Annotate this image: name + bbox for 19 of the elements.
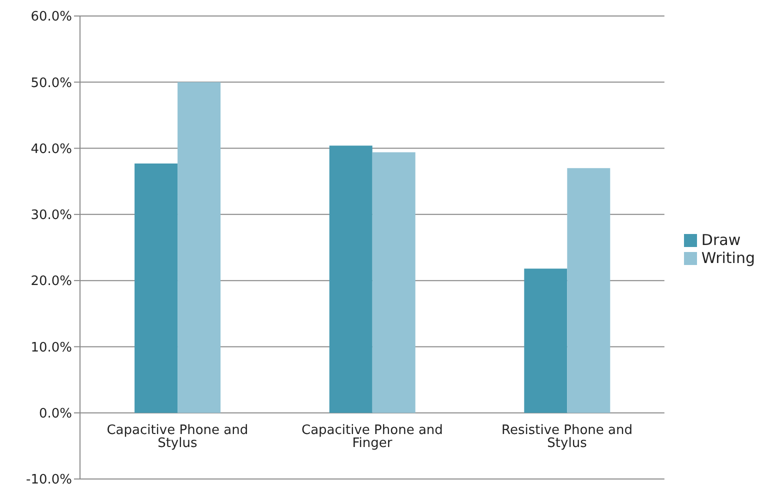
y-tick-label: 20.0% (30, 274, 72, 290)
bar (567, 168, 610, 413)
x-tick-label: Capacitive Phone and Stylus (106, 423, 248, 452)
y-tick-label: 30.0% (30, 208, 72, 224)
x-tick-label: Resistive Phone and Stylus (502, 423, 633, 452)
bar (329, 146, 372, 413)
legend-label: Writing (701, 248, 755, 266)
bar (524, 268, 568, 413)
y-tick-label: 10.0% (30, 340, 72, 356)
y-tick-label: 40.0% (30, 142, 72, 157)
y-tick-label: 50.0% (30, 76, 72, 91)
y-tick-label: 0.0% (38, 406, 72, 422)
y-tick-label: 60.0% (30, 10, 72, 25)
legend-label: Draw (701, 230, 741, 248)
y-tick-label: -10.0% (26, 472, 72, 488)
bar (178, 82, 221, 413)
x-tick-label: Capacitive Phone and Finger (302, 423, 443, 452)
bar (372, 152, 416, 413)
bar (134, 164, 178, 413)
